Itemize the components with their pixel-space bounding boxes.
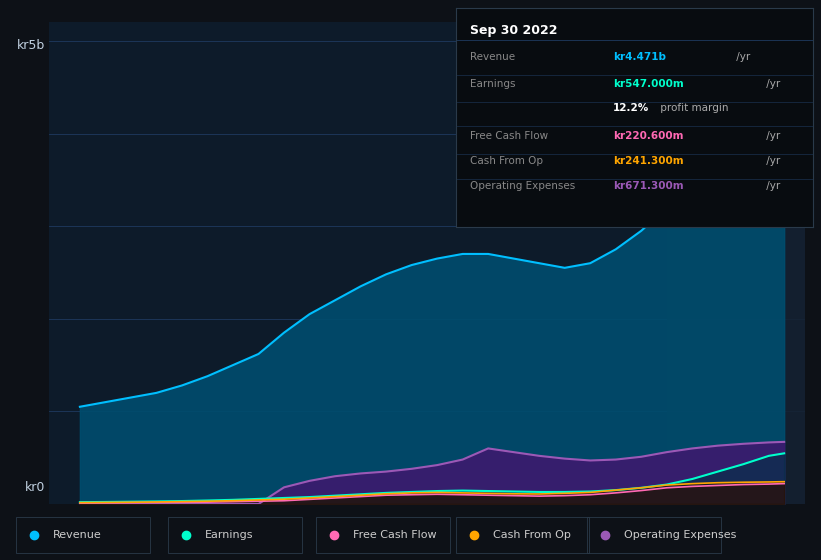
Text: /yr: /yr bbox=[763, 130, 780, 141]
Text: kr4.471b: kr4.471b bbox=[612, 52, 666, 62]
Text: kr0: kr0 bbox=[25, 482, 45, 494]
Text: /yr: /yr bbox=[763, 181, 780, 191]
Text: Revenue: Revenue bbox=[470, 52, 515, 62]
Text: kr220.600m: kr220.600m bbox=[612, 130, 683, 141]
Bar bbox=[16, 517, 150, 553]
Text: Free Cash Flow: Free Cash Flow bbox=[470, 130, 548, 141]
Text: profit margin: profit margin bbox=[658, 104, 729, 114]
Text: kr5b: kr5b bbox=[17, 39, 45, 52]
Text: kr241.300m: kr241.300m bbox=[612, 156, 683, 166]
Text: kr671.300m: kr671.300m bbox=[612, 181, 683, 191]
Text: Revenue: Revenue bbox=[53, 530, 102, 540]
Text: Cash From Op: Cash From Op bbox=[493, 530, 571, 540]
Text: /yr: /yr bbox=[733, 52, 750, 62]
Text: /yr: /yr bbox=[763, 80, 780, 90]
Text: Cash From Op: Cash From Op bbox=[470, 156, 543, 166]
Text: kr547.000m: kr547.000m bbox=[612, 80, 684, 90]
Text: Free Cash Flow: Free Cash Flow bbox=[353, 530, 437, 540]
Text: 12.2%: 12.2% bbox=[612, 104, 649, 114]
Bar bbox=[168, 517, 302, 553]
Text: Earnings: Earnings bbox=[470, 80, 516, 90]
Bar bbox=[667, 22, 805, 504]
Bar bbox=[316, 517, 450, 553]
Text: Sep 30 2022: Sep 30 2022 bbox=[470, 24, 557, 37]
Bar bbox=[587, 517, 721, 553]
Text: Earnings: Earnings bbox=[205, 530, 254, 540]
Text: Operating Expenses: Operating Expenses bbox=[624, 530, 736, 540]
Text: Operating Expenses: Operating Expenses bbox=[470, 181, 576, 191]
Bar bbox=[456, 517, 589, 553]
Text: /yr: /yr bbox=[763, 156, 780, 166]
